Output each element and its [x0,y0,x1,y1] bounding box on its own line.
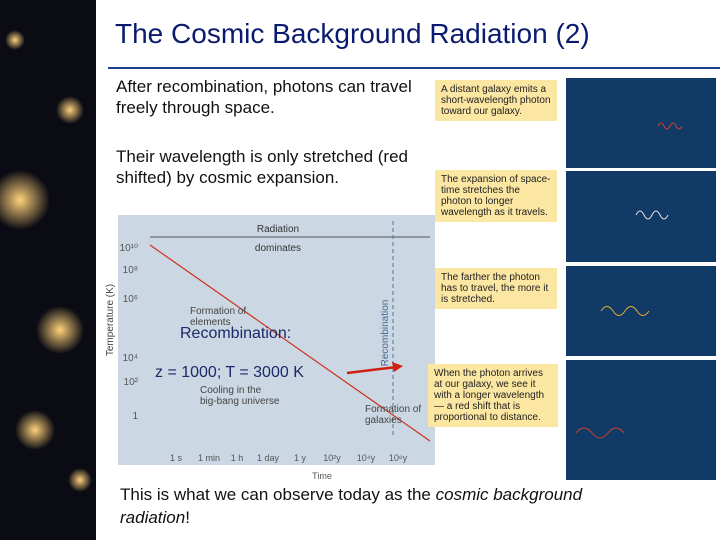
panel-caption: The farther the photon has to travel, th… [435,268,557,309]
annotation: Recombination: [180,325,291,342]
note: galaxies [365,415,402,426]
era-label: dominates [255,243,301,254]
x-label: 1 h [231,453,244,463]
panel-caption: A distant galaxy emits a short-wavelengt… [435,80,557,121]
x-label: 10²y [323,453,341,463]
note: big-bang universe [200,396,280,407]
annotation-arrow [346,365,398,375]
x-label: 1 s [170,453,183,463]
y-axis-title: Temperature (K) [105,284,116,356]
y-label: 10⁶ [123,294,138,305]
figure-bg [118,215,435,465]
y-label: 10² [124,377,139,388]
note: Formation of [365,404,421,415]
arrow-head [392,362,403,372]
paragraph: After recombination, photons can travel … [116,77,412,117]
footer-text: ! [185,508,190,527]
era-label: Radiation [257,224,299,235]
panel-caption: When the photon arrives at our galaxy, w… [428,364,558,427]
paragraph: Their wavelength is only stretched (red … [116,147,408,187]
x-label: 10⁴y [357,453,376,463]
y-label: 1 [132,411,138,422]
footer-emphasis: cosmic background radiation [120,485,583,527]
note: elements [190,317,231,328]
panel-image [566,171,716,262]
panel-image [566,360,716,480]
panel-image [566,266,716,356]
figure: Radiation dominates Recombination Temper… [105,215,435,481]
title: The Cosmic Background Radiation (2) [115,18,590,49]
annotation: z = 1000; T = 3000 K [155,364,304,381]
y-label: 10⁴ [123,353,138,364]
x-label: 1 day [257,453,280,463]
note: Cooling in the [200,385,262,396]
temperature-curve [149,244,431,442]
note: Formation of [190,306,246,317]
x-label: 1 y [294,453,307,463]
space-strip [0,0,96,540]
footer: This is what we can observe today as the… [120,483,600,529]
panel-waves [575,122,683,439]
recombination-label: Recombination [380,300,391,367]
panel-image [566,78,716,168]
x-label: 1 min [198,453,220,463]
y-label: 10¹⁰ [120,243,138,254]
x-label: 10⁶y [389,453,408,463]
y-label: 10⁸ [123,265,138,276]
panel-caption: The expansion of space-time stretches th… [435,170,557,222]
footer-text: This is what we can observe today as the [120,485,436,504]
x-axis-title: Time [312,471,332,481]
